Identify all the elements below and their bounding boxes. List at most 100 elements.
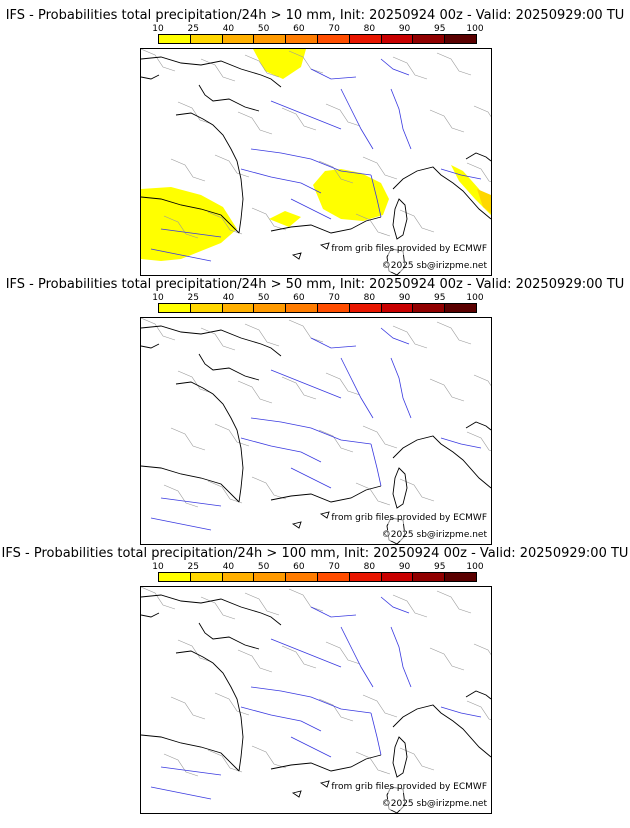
coastline	[465, 152, 491, 162]
admin-border	[141, 318, 176, 341]
admin-border	[177, 639, 213, 663]
river	[270, 638, 342, 668]
source-credit: from grib files provided by ECMWF	[331, 244, 487, 255]
scale-segment	[317, 573, 350, 581]
color-scale-bar	[158, 303, 477, 313]
admin-border	[318, 429, 354, 453]
admin-border	[325, 641, 361, 665]
coastline	[141, 196, 240, 234]
admin-border	[251, 745, 287, 769]
scale-tick-label: 10	[152, 562, 164, 572]
precip-area	[313, 169, 389, 221]
precip-area	[141, 187, 237, 261]
scale-segment	[159, 304, 191, 312]
scale-segment	[286, 304, 318, 312]
admin-border	[399, 209, 435, 233]
scale-segment	[349, 35, 382, 43]
admin-border	[163, 484, 199, 508]
scale-tick-label: 80	[363, 293, 376, 303]
admin-border	[355, 213, 391, 237]
admin-border	[214, 423, 250, 447]
coastline	[198, 84, 260, 112]
scale-tick-label: 60	[293, 562, 305, 572]
admin-border	[177, 101, 213, 125]
river	[150, 248, 212, 262]
scale-tick-label: 40	[222, 562, 235, 572]
coastline	[175, 112, 244, 234]
river	[160, 766, 222, 776]
admin-border	[288, 319, 324, 343]
scale-segment	[445, 35, 476, 43]
scale-segment	[286, 35, 318, 43]
scale-tick-label: 10	[152, 293, 164, 303]
coastline	[392, 467, 408, 509]
admin-border	[244, 592, 280, 616]
europe-map: from grib files provided by ECMWF ©2025 …	[140, 317, 492, 545]
river	[250, 417, 372, 445]
coastline	[291, 790, 302, 798]
coastline	[465, 421, 491, 431]
river	[290, 198, 332, 220]
admin-border	[473, 374, 491, 387]
river	[380, 327, 410, 345]
admin-border	[288, 588, 324, 612]
scale-tick-label: 70	[328, 562, 340, 572]
admin-border	[355, 482, 391, 506]
coastline	[465, 690, 491, 700]
admin-border	[200, 327, 236, 351]
admin-border	[362, 694, 398, 718]
admin-border	[244, 54, 280, 78]
scale-segment	[381, 304, 414, 312]
river	[270, 100, 342, 130]
color-scale-bar	[158, 572, 477, 582]
coastline	[392, 198, 408, 240]
admin-border	[436, 590, 472, 614]
scale-tick-label: 50	[257, 562, 270, 572]
scale-tick-label: 60	[293, 24, 305, 34]
admin-border	[466, 431, 491, 451]
source-credit: from grib files provided by ECMWF	[331, 782, 487, 793]
river	[250, 148, 372, 176]
admin-border	[325, 103, 361, 127]
coastline	[291, 521, 302, 529]
river	[290, 736, 332, 758]
panel-title: IFS - Probabilities total precipitation/…	[5, 277, 625, 292]
scale-segment	[159, 35, 191, 43]
admin-border	[214, 154, 250, 178]
coastline	[141, 74, 160, 80]
admin-border	[436, 52, 472, 76]
scale-segment	[190, 573, 223, 581]
scale-tick-label: 10	[152, 24, 164, 34]
river	[380, 596, 410, 614]
scale-tick-label: 70	[328, 293, 340, 303]
admin-border	[200, 596, 236, 620]
scale-tick-label: 100	[466, 293, 484, 303]
river	[270, 369, 342, 399]
river	[440, 706, 482, 718]
admin-border	[288, 50, 324, 74]
coastline	[198, 622, 260, 650]
coastline	[319, 242, 330, 250]
scale-segment	[254, 35, 287, 43]
admin-border	[281, 645, 317, 669]
scale-segment	[190, 304, 223, 312]
river	[160, 497, 222, 507]
copyright-credit: ©2025 sb@irizpme.net	[381, 261, 487, 272]
coastline	[291, 252, 302, 260]
admin-border	[281, 107, 317, 131]
panel-title: IFS - Probabilities total precipitation/…	[1, 546, 629, 561]
admin-border	[170, 696, 206, 720]
map-canvas	[141, 318, 491, 544]
admin-border	[466, 700, 491, 720]
river	[340, 88, 374, 150]
admin-border	[429, 647, 465, 671]
river	[390, 626, 412, 688]
coastline	[270, 754, 382, 772]
scale-segment	[317, 304, 350, 312]
admin-border	[392, 325, 428, 349]
precip-area	[269, 211, 301, 227]
admin-border	[244, 323, 280, 347]
river	[160, 228, 222, 238]
admin-border	[214, 692, 250, 716]
coastline	[392, 435, 491, 489]
